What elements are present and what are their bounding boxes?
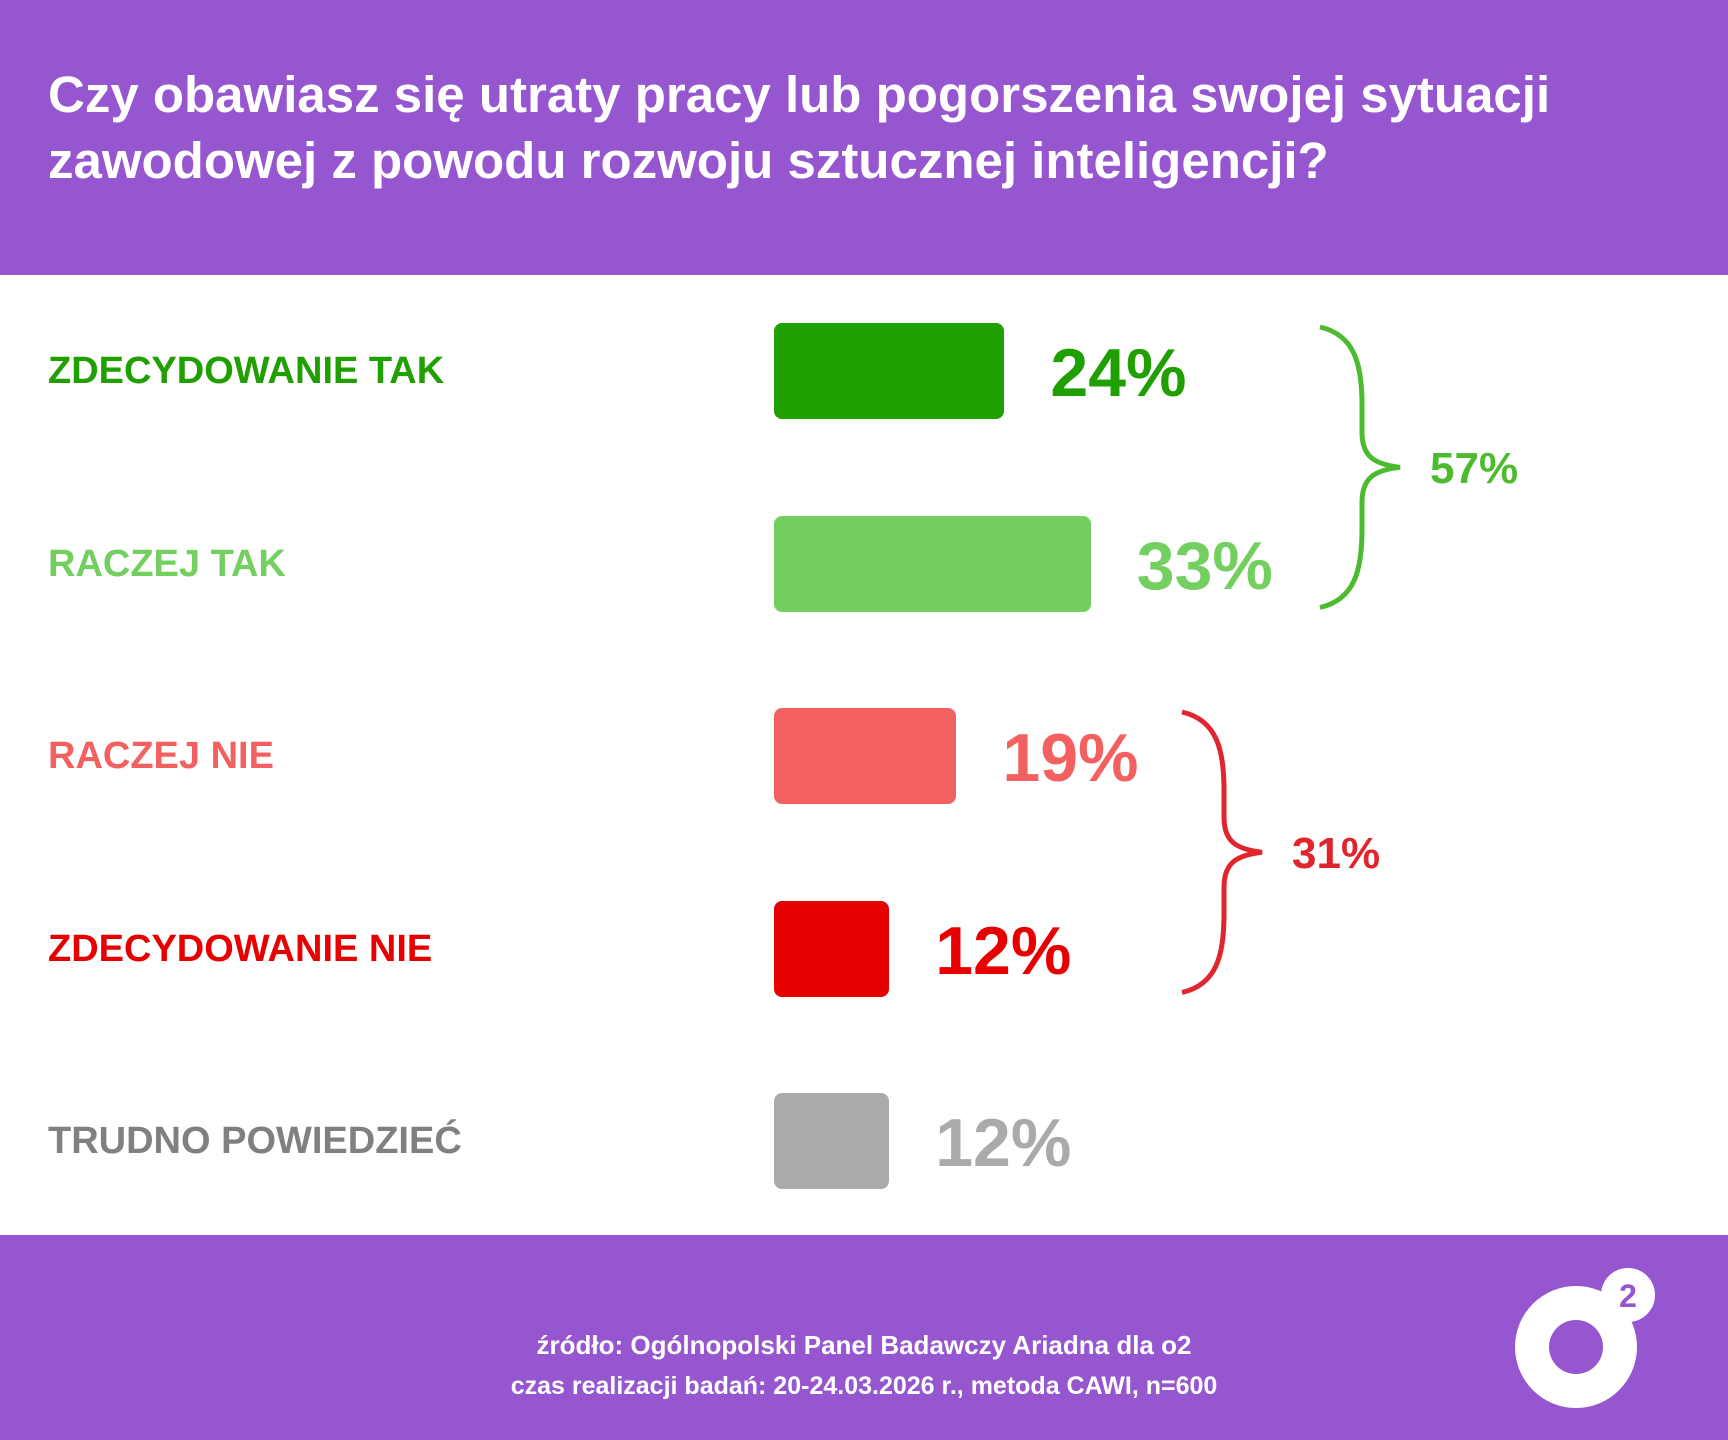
o2-logo: 2 [1515, 1268, 1655, 1408]
value-label: 24% [1050, 335, 1187, 411]
group-total-label: 31% [1292, 829, 1381, 879]
bar [774, 1093, 890, 1189]
header: Czy obawiasz się utraty pracy lub pogors… [0, 0, 1728, 275]
value-label: 12% [935, 912, 1072, 989]
svg-text:2: 2 [1619, 1278, 1637, 1314]
category-label: RACZEJ TAK [48, 542, 286, 585]
category-label: RACZEJ NIE [48, 735, 274, 777]
source-text: źródło: Ogólnopolski Panel Badawczy Aria… [536, 1330, 1192, 1360]
group-brace [1181, 709, 1263, 995]
footer: źródło: Ogólnopolski Panel Badawczy Aria… [0, 1235, 1728, 1440]
brace-path [1181, 709, 1263, 995]
group-brace [1319, 324, 1401, 610]
group-total-label: 57% [1430, 444, 1519, 494]
bar [774, 708, 957, 804]
value-label: 33% [1136, 527, 1273, 604]
value-label: 19% [1002, 720, 1139, 796]
page-title: Czy obawiasz się utraty pracy lub pogors… [48, 66, 1551, 189]
bar [774, 900, 890, 997]
brace-path [1319, 324, 1401, 610]
category-label: ZDECYDOWANIE NIE [48, 927, 433, 970]
category-label: TRUDNO POWIEDZIEĆ [48, 1120, 462, 1162]
bar [774, 323, 1005, 419]
category-label: ZDECYDOWANIE TAK [48, 350, 445, 392]
value-label: 12% [935, 1105, 1072, 1181]
method-text: czas realizacji badań: 20-24.03.2026 r.,… [510, 1372, 1218, 1400]
bar [774, 515, 1091, 612]
